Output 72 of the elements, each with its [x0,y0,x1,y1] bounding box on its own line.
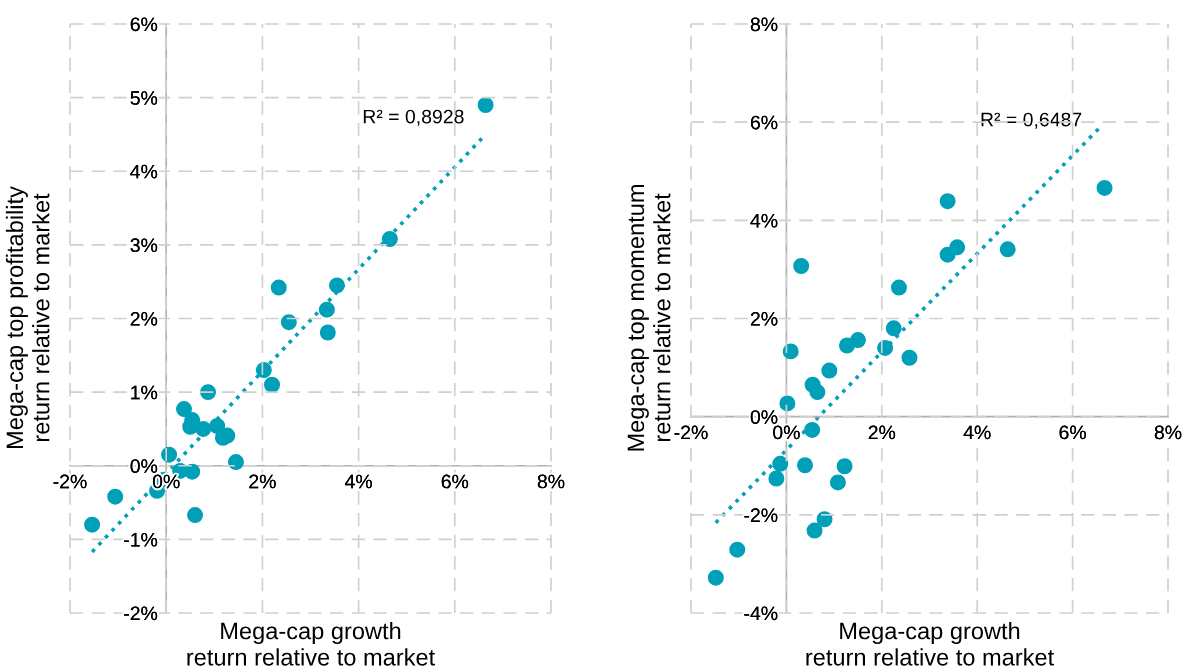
point [477,97,494,113]
point [319,324,336,341]
y-tick-label: 0% [750,410,778,424]
point [829,474,846,491]
point [793,257,810,274]
x-tick-label: 6% [441,474,469,489]
annotation: R² = 0,6487 [981,112,1082,129]
point [779,395,796,412]
point [806,522,823,539]
point [809,384,826,401]
y-tick-label: 4% [130,164,158,179]
point [797,457,813,474]
point [107,488,124,505]
point [821,362,838,379]
y-tick-label: 1% [131,385,158,400]
y-tick-label: 4% [750,213,778,228]
y-tick-label: 2% [130,311,158,326]
y-tick-label: 8% [750,17,778,32]
point [227,454,244,471]
x-tick-label: 8% [537,474,565,489]
point [184,463,201,480]
x-tick-label: 0% [773,425,800,440]
point [707,569,724,586]
x-tick-label: 4% [963,425,991,440]
x-tick-label: -2% [53,474,87,489]
point [280,314,297,331]
point [255,362,272,379]
x-tick-label: 2% [249,474,276,489]
point [176,401,192,418]
point [772,455,789,472]
point [901,349,918,366]
point [804,421,821,438]
y-tick-label: 3% [130,238,158,253]
x-tick-label: 2% [868,425,896,440]
x-axis-title: Mega-cap growth return relative to market [187,622,435,666]
y-tick-label: 6% [130,17,158,32]
x-tick-label: 6% [1059,425,1086,440]
point [885,320,902,337]
point [270,279,287,296]
point [849,332,866,349]
y-tick-label: -2% [744,508,778,522]
point [195,420,212,437]
x-tick-label: 4% [344,474,372,489]
point [890,279,907,296]
point [939,193,956,210]
y-tick-label: -2% [124,606,158,621]
y-tick-label: 2% [750,311,778,326]
annotation: R² = 0,8928 [363,109,464,126]
x-tick-label: -2% [674,425,708,440]
point [318,301,335,318]
point [328,277,345,294]
point [782,343,799,360]
point [264,376,281,393]
point [381,230,398,247]
y-tick-label: -4% [744,606,778,621]
y-tick-label: 6% [750,115,778,130]
point [949,239,966,256]
point [999,241,1016,258]
y-tick-label: 5% [130,91,158,105]
point [768,470,785,487]
point [729,541,746,558]
point [1096,179,1113,196]
point [836,458,853,475]
y-axis-title: Mega-cap top momentum return relative to market [627,185,671,451]
x-axis-title: Mega-cap growth return relative to market [806,622,1054,666]
point [187,507,204,524]
y-tick-label: -1% [124,532,158,547]
point [84,516,101,533]
x-tick-label: 8% [1154,425,1182,440]
point [209,418,226,434]
y-tick-label: 0% [130,459,158,473]
y-axis-title: Mega-cap top profitability return relative to market [5,186,50,448]
